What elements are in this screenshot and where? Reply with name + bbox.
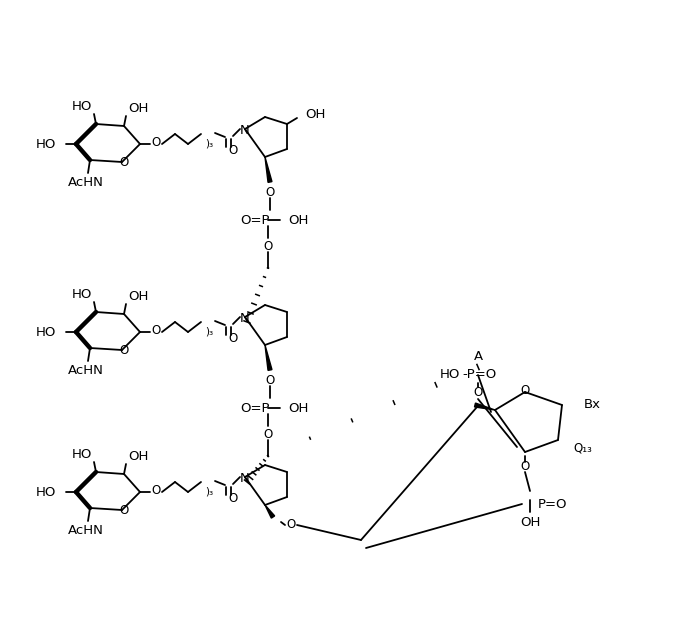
Text: O: O: [265, 373, 275, 387]
Text: O: O: [521, 460, 529, 472]
Text: O: O: [152, 137, 160, 149]
Text: HO: HO: [72, 100, 92, 112]
Text: O: O: [263, 239, 273, 253]
Text: AcHN: AcHN: [68, 523, 104, 537]
Text: O: O: [521, 384, 529, 396]
Text: O: O: [265, 185, 275, 199]
Text: O: O: [228, 493, 238, 505]
Polygon shape: [265, 157, 272, 182]
Text: O: O: [286, 519, 296, 531]
Text: O: O: [152, 485, 160, 497]
Polygon shape: [265, 345, 272, 370]
Polygon shape: [475, 403, 495, 410]
Text: Q₁₃: Q₁₃: [573, 441, 592, 455]
Text: HO: HO: [36, 486, 56, 498]
Text: O: O: [119, 504, 129, 518]
Text: O=P: O=P: [240, 401, 269, 415]
Text: O=P: O=P: [240, 213, 269, 227]
Text: O: O: [473, 387, 483, 399]
Text: A: A: [473, 351, 483, 363]
Text: HO: HO: [36, 138, 56, 150]
Text: O: O: [263, 427, 273, 441]
Text: O: O: [119, 156, 129, 170]
Text: O: O: [119, 345, 129, 358]
Text: HO: HO: [439, 368, 460, 382]
Text: AcHN: AcHN: [68, 363, 104, 377]
Text: OH: OH: [288, 401, 309, 415]
Text: O: O: [152, 324, 160, 337]
Text: -P=O: -P=O: [462, 368, 496, 382]
Text: OH: OH: [305, 107, 326, 121]
Text: OH: OH: [128, 290, 148, 302]
Text: N: N: [240, 472, 250, 485]
Text: P=O: P=O: [538, 497, 567, 511]
Polygon shape: [265, 505, 275, 518]
Text: O: O: [228, 145, 238, 157]
Text: N: N: [240, 123, 250, 137]
Text: OH: OH: [128, 102, 148, 114]
Text: OH: OH: [128, 450, 148, 462]
Text: N: N: [240, 312, 250, 324]
Text: O: O: [228, 333, 238, 345]
Text: HO: HO: [72, 288, 92, 300]
Text: HO: HO: [72, 448, 92, 460]
Text: OH: OH: [288, 213, 309, 227]
Text: HO: HO: [36, 326, 56, 338]
Text: AcHN: AcHN: [68, 175, 104, 189]
Text: Bx: Bx: [584, 399, 601, 411]
Text: )₃: )₃: [205, 486, 213, 496]
Text: )₃: )₃: [205, 138, 213, 148]
Text: OH: OH: [520, 516, 540, 528]
Text: )₃: )₃: [205, 326, 213, 336]
